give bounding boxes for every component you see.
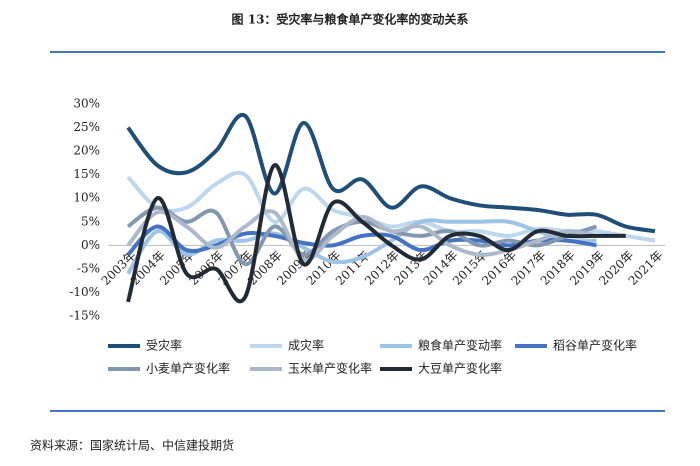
legend-label: 稻谷单产变化率 [553,338,637,353]
chart-title: 图 13：受灾率与粮食单产变化率的变动关系 [232,12,469,27]
legend-label: 大豆单产变化率 [418,361,502,376]
y-tick-label: -5% [77,261,100,275]
series-line [126,112,656,234]
legend-label: 玉米单产变化率 [288,361,372,376]
y-tick-label: 10% [73,191,100,205]
y-tick-label: -15% [69,309,100,323]
y-tick-label: 20% [73,144,100,158]
y-tick-label: 5% [81,214,100,228]
y-tick-label: 25% [73,120,100,134]
source-note: 资料来源：国家统计局、中信建投期货 [30,438,234,453]
y-tick-label: 15% [73,167,100,181]
y-tick-label: 30% [73,97,100,111]
legend-label: 小麦单产变化率 [146,361,230,376]
legend-label: 受灾率 [146,338,182,353]
legend-label: 成灾率 [288,338,324,353]
y-tick-label: -10% [69,285,100,299]
legend-label: 粮食单产变动率 [418,338,502,353]
y-tick-label: 0% [81,238,100,252]
series-line [126,163,626,304]
